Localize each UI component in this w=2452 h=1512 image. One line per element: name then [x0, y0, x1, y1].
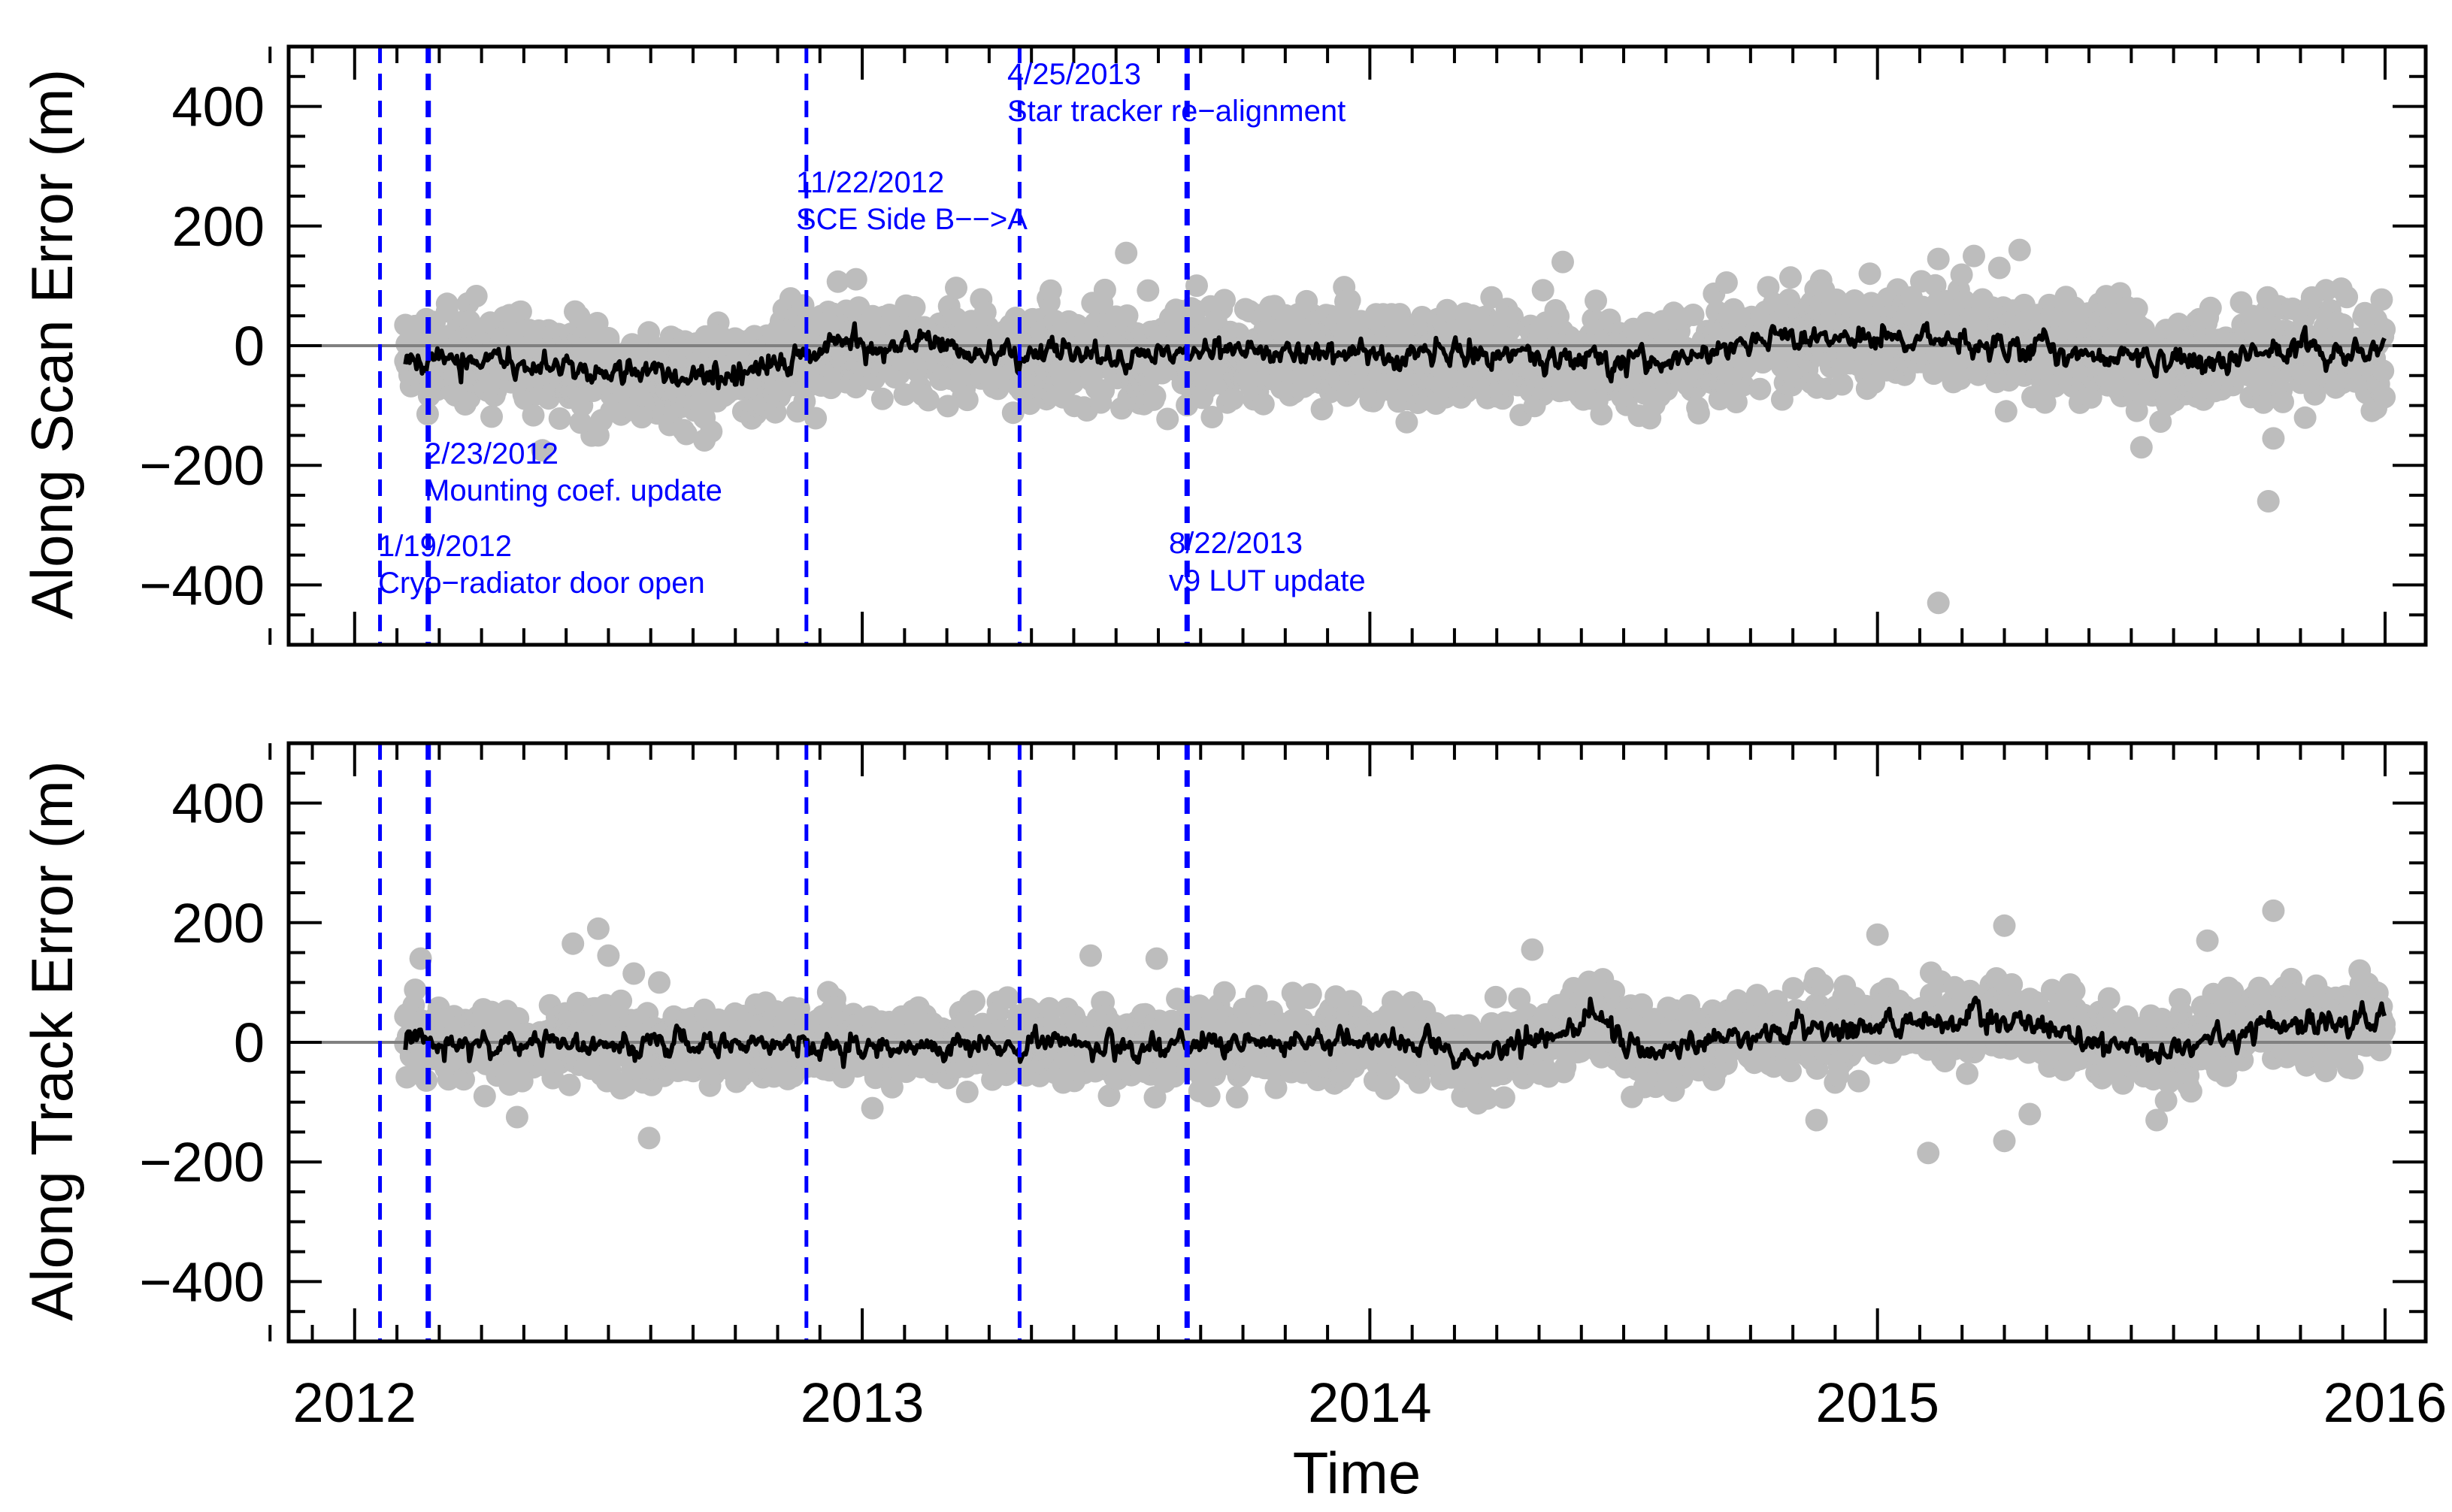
event-4-date: 4/25/2013: [1007, 58, 1141, 91]
scatter-point: [792, 294, 815, 317]
along-scan-y-axis-label: Along Scan Error (m): [19, 69, 85, 620]
scatter-outlier: [2008, 238, 2031, 262]
scatter-point: [1950, 263, 1973, 286]
scatter-outlier: [2130, 436, 2153, 459]
event-1-description: Cryo−radiator door open: [378, 567, 705, 600]
scatter-point: [1221, 388, 1245, 410]
scatter-point: [404, 978, 427, 1002]
event-1-date: 1/19/2012: [378, 530, 512, 563]
scatter-point: [1310, 398, 1333, 421]
y-tick-label: 400: [172, 76, 265, 138]
scatter-point: [1748, 377, 1772, 401]
scatter-point: [558, 1073, 581, 1096]
scatter-point: [963, 990, 985, 1013]
scatter-point: [700, 420, 723, 443]
scatter-point: [945, 277, 967, 300]
scatter-point: [917, 389, 940, 412]
scatter-point: [1185, 274, 1208, 298]
scatter-point: [1480, 286, 1503, 309]
event-3-description: SCE Side B−−>A: [796, 203, 1028, 236]
scatter-point: [903, 296, 926, 319]
scatter-point: [804, 407, 828, 430]
event-3-date: 11/22/2012: [796, 166, 944, 199]
scatter-point: [1858, 262, 1881, 286]
scatter-point: [597, 327, 620, 349]
scatter-point: [2373, 386, 2396, 409]
scatter-point: [1585, 289, 1607, 313]
scatter-point: [955, 389, 979, 412]
scatter-outlier: [1963, 244, 1985, 268]
scatter-point: [2335, 286, 2359, 309]
scatter-point: [955, 1081, 979, 1103]
scatter-point: [844, 268, 867, 291]
scatter-outlier: [1551, 250, 1574, 274]
along-scan-y-tick-labels: −400 −200 0 200 400: [139, 76, 265, 617]
scatter-point: [2272, 390, 2294, 413]
scatter-point: [675, 422, 698, 446]
scatter-point: [1492, 1086, 1515, 1109]
scatter-point: [1116, 304, 1139, 327]
scatter-point: [1715, 271, 1738, 294]
scatter-point: [1682, 304, 1705, 326]
event-2-description: Mounting coef. update: [425, 474, 722, 507]
scatter-point: [2293, 406, 2317, 429]
scatter-outlier: [2262, 427, 2285, 450]
scatter-point: [1590, 403, 1613, 426]
scatter-point: [1377, 1075, 1400, 1098]
scatter-point: [1137, 279, 1160, 302]
scatter-outlier: [1927, 591, 1950, 615]
event-5-date: 8/22/2013: [1169, 527, 1303, 560]
y-tick-label: 0: [234, 315, 265, 377]
scatter-point: [870, 387, 894, 410]
scatter-point: [1994, 400, 2018, 423]
scatter-point: [1225, 1086, 1249, 1108]
scatter-point: [522, 404, 545, 427]
scatter-point: [2370, 288, 2393, 311]
y-tick-label: −200: [139, 434, 265, 497]
scatter-point: [568, 305, 591, 328]
scatter-outlier: [1927, 247, 1950, 271]
scatter-outlier: [1987, 256, 2011, 280]
scatter-point: [1484, 985, 1507, 1009]
scatter-outlier: [1115, 241, 1138, 265]
event-4-description: Star tracker re−alignment: [1007, 95, 1346, 128]
scatter-point: [1779, 266, 1802, 289]
scatter-point: [2372, 359, 2395, 383]
scatter-point: [2199, 296, 2222, 319]
scatter-point: [480, 405, 503, 428]
scatter-point: [509, 300, 532, 323]
event-2-date: 2/23/2012: [425, 437, 559, 470]
scatter-point: [1039, 279, 1062, 302]
scatter-point: [1200, 406, 1224, 428]
y-tick-label: 200: [172, 195, 265, 258]
scatter-point: [1299, 983, 1322, 1006]
scatter-point: [1395, 410, 1418, 434]
scatter-point: [1531, 279, 1554, 302]
scatter-outlier: [586, 424, 610, 447]
scatter-point: [1338, 289, 1361, 312]
scatter-outlier: [2257, 490, 2280, 513]
scatter-point: [1252, 392, 1275, 416]
scatter-point: [1093, 278, 1116, 301]
event-5-description: v9 LUT update: [1169, 564, 1366, 597]
scatter-point: [1143, 385, 1167, 407]
scatter-point: [1156, 407, 1179, 431]
scatter-point: [473, 1084, 496, 1108]
scatter-point: [1213, 981, 1236, 1004]
scatter-point: [826, 270, 849, 293]
scatter-point: [1687, 401, 1710, 425]
y-tick-label: −400: [139, 554, 265, 616]
scatter-point: [1197, 1084, 1221, 1108]
along-scan-scatter: [394, 238, 2396, 615]
panel-along-scan: −400 −200 0 200 400 Along Scan Error (m) 1/1…: [19, 44, 2428, 647]
scatter-point: [548, 407, 571, 430]
scatter-point: [1213, 289, 1236, 312]
scatter-point: [1830, 373, 1854, 396]
scatter-point: [465, 285, 488, 307]
scatter-point: [2373, 318, 2396, 341]
